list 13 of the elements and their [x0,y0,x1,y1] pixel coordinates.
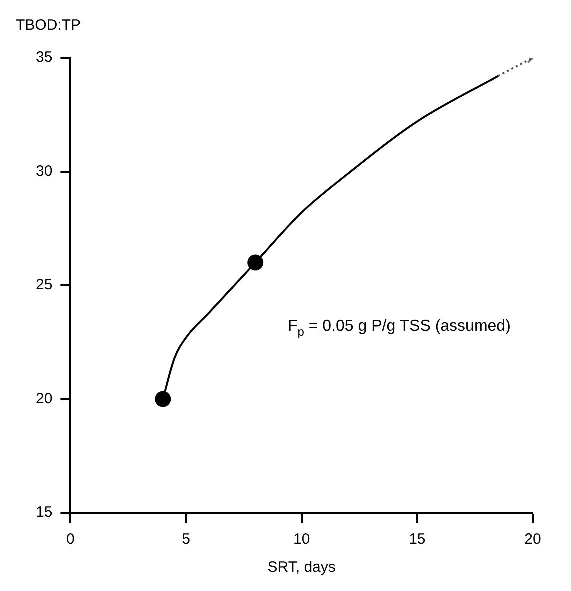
x-tick-label: 15 [409,531,426,548]
x-axis-title: SRT, days [268,559,336,576]
y-tick-label: 35 [36,49,53,66]
x-tick-label: 10 [294,531,310,548]
y-tick-label: 20 [36,390,53,408]
y-tick-label: 25 [36,276,53,294]
x-tick-label: 5 [182,531,190,548]
x-tick-label: 20 [524,531,542,548]
y-tick-label: 30 [36,162,53,180]
y-tick-label: 15 [36,504,53,522]
x-tick-label: 0 [66,531,75,548]
point [155,391,172,408]
y-axis-title: TBOD:TP [16,17,82,34]
